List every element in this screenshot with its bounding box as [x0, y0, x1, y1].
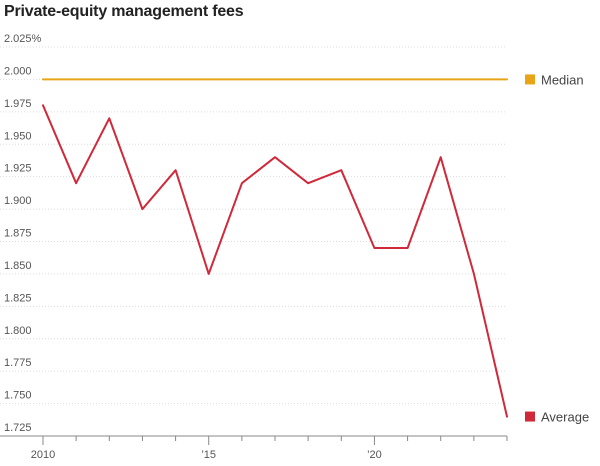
legend-label-median: Median [541, 72, 584, 87]
y-tick-label: 1.825 [4, 292, 32, 304]
y-tick-label: 1.800 [4, 325, 32, 337]
legend-swatch-average [525, 411, 535, 422]
y-tick-label: 1.925 [4, 163, 32, 175]
series-line-average [42, 104, 508, 418]
x-tick-label: ’15 [201, 449, 216, 461]
y-tick-label: 1.750 [4, 390, 32, 402]
legend-swatch-median [525, 74, 535, 85]
y-tick-label: 1.775 [4, 357, 32, 369]
y-tick-label: 1.950 [4, 130, 32, 142]
y-tick-label: 1.725 [4, 422, 32, 434]
x-tick-label: ’20 [367, 449, 382, 461]
y-tick-label: 1.875 [4, 228, 32, 240]
x-tick-label: 2010 [31, 449, 55, 461]
y-tick-label: 1.975 [4, 98, 32, 110]
legend-label-average: Average [541, 410, 589, 425]
chart-title: Private-equity management fees [4, 3, 244, 20]
y-tick-label: 2.025% [4, 33, 42, 45]
y-tick-label: 1.850 [4, 260, 32, 272]
y-tick-label: 2.000 [4, 65, 32, 77]
y-tick-label: 1.900 [4, 195, 32, 207]
